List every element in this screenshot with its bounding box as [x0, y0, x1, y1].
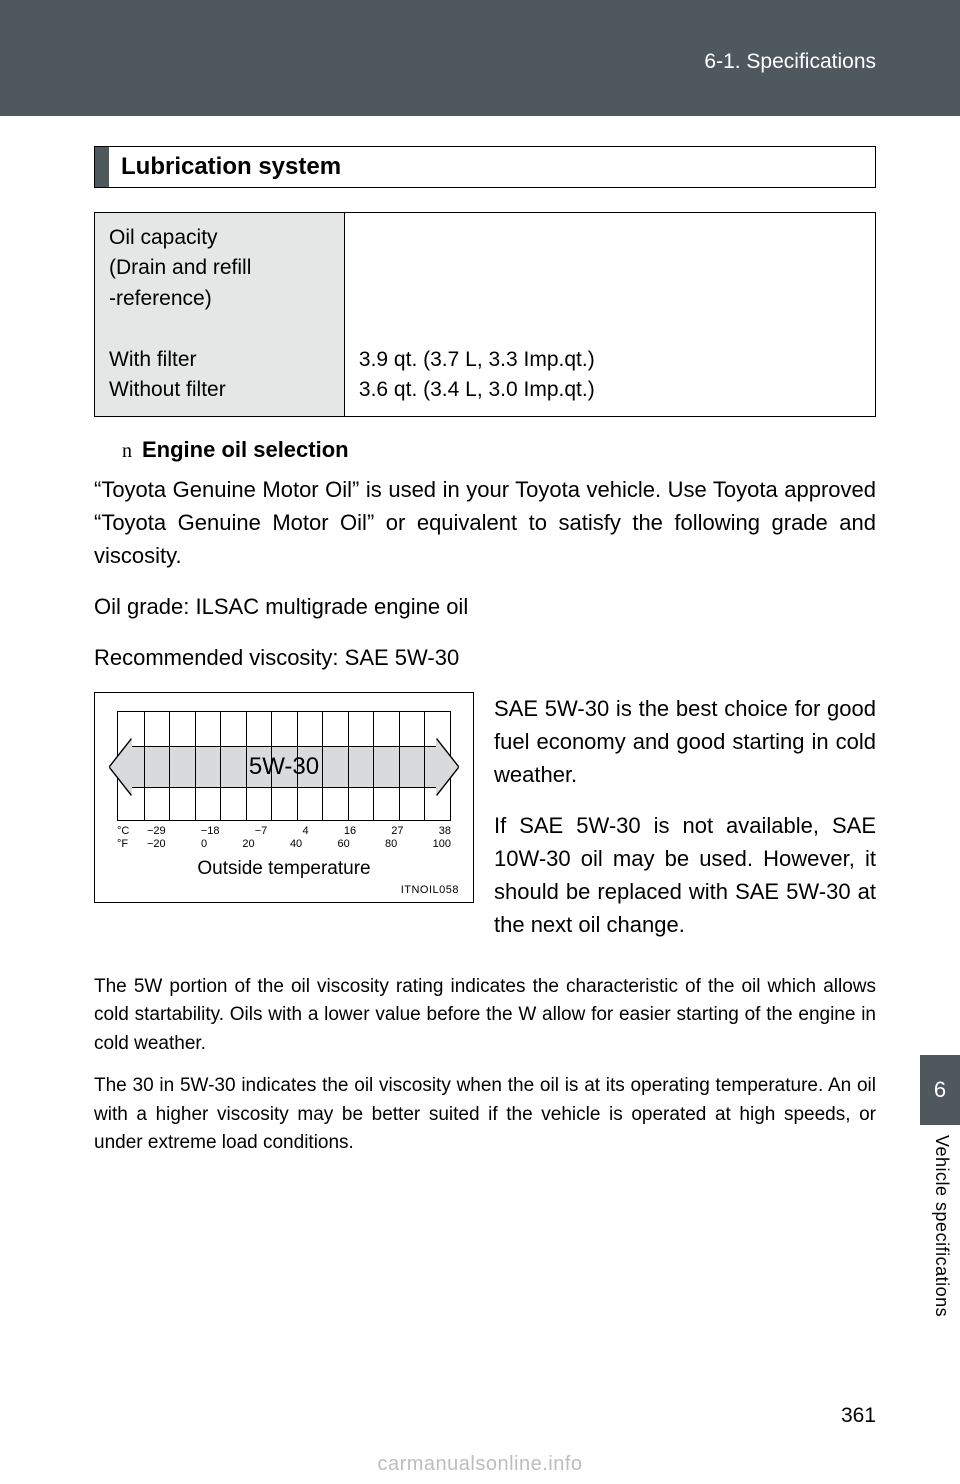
- figure-row: 5W-30 °C −29−18−74162738 °F −20020406080…: [94, 692, 876, 959]
- paragraph: Recommended viscosity: SAE 5W-30: [94, 641, 876, 674]
- c-unit: °C: [117, 825, 147, 839]
- f-unit: °F: [117, 838, 147, 852]
- paragraph: SAE 5W-30 is the best choice for good fu…: [494, 692, 876, 791]
- watermark: carmanualsonline.info: [0, 1453, 960, 1476]
- f-ticks: −20020406080100: [147, 838, 451, 852]
- spec-label-cell: Oil capacity(Drain and refill-reference)…: [95, 213, 345, 417]
- chapter-label: Vehicle specifications: [931, 1135, 952, 1317]
- section-heading: Lubrication system: [94, 146, 876, 188]
- page-content: Lubrication system Oil capacity(Drain an…: [0, 116, 960, 1158]
- arrow-label: 5W-30: [249, 753, 319, 781]
- paragraph: Oil grade: ILSAC multigrade engine oil: [94, 590, 876, 623]
- spec-value-cell: 3.9 qt. (3.7 L, 3.3 Imp.qt.)3.6 qt. (3.4…: [344, 213, 875, 417]
- figure-caption: Outside temperature: [109, 858, 459, 880]
- heading-label: Lubrication system: [121, 147, 341, 187]
- arrow-right-icon: [436, 739, 458, 795]
- c-ticks: −29−18−74162738: [147, 825, 451, 839]
- subheading: n Engine oil selection: [122, 437, 876, 463]
- paragraph-small: The 5W portion of the oil viscosity rati…: [94, 973, 876, 1059]
- heading-bar: [95, 147, 109, 187]
- chapter-number: 6: [934, 1077, 946, 1103]
- viscosity-figure: 5W-30 °C −29−18−74162738 °F −20020406080…: [94, 692, 474, 904]
- figure-text: SAE 5W-30 is the best choice for good fu…: [494, 692, 876, 959]
- arrow-left-icon: [110, 739, 132, 795]
- subhead-text: Engine oil selection: [142, 437, 349, 462]
- viscosity-arrow: 5W-30: [110, 746, 458, 788]
- subhead-marker: n: [122, 440, 132, 462]
- arrow-body: 5W-30: [132, 746, 436, 788]
- paragraph: If SAE 5W-30 is not available, SAE 10W-3…: [494, 809, 876, 941]
- page-number: 361: [841, 1404, 876, 1428]
- figure-code: ITNOIL058: [109, 884, 459, 896]
- axis-labels: °C −29−18−74162738 °F −20020406080100: [117, 825, 451, 853]
- section-header: 6-1. Specifications: [704, 50, 876, 74]
- spec-table: Oil capacity(Drain and refill-reference)…: [94, 212, 876, 417]
- chapter-tab: 6: [920, 1055, 960, 1125]
- paragraph-small: The 30 in 5W-30 indicates the oil viscos…: [94, 1072, 876, 1158]
- viscosity-chart: 5W-30: [117, 711, 451, 821]
- paragraph: “Toyota Genuine Motor Oil” is used in yo…: [94, 473, 876, 572]
